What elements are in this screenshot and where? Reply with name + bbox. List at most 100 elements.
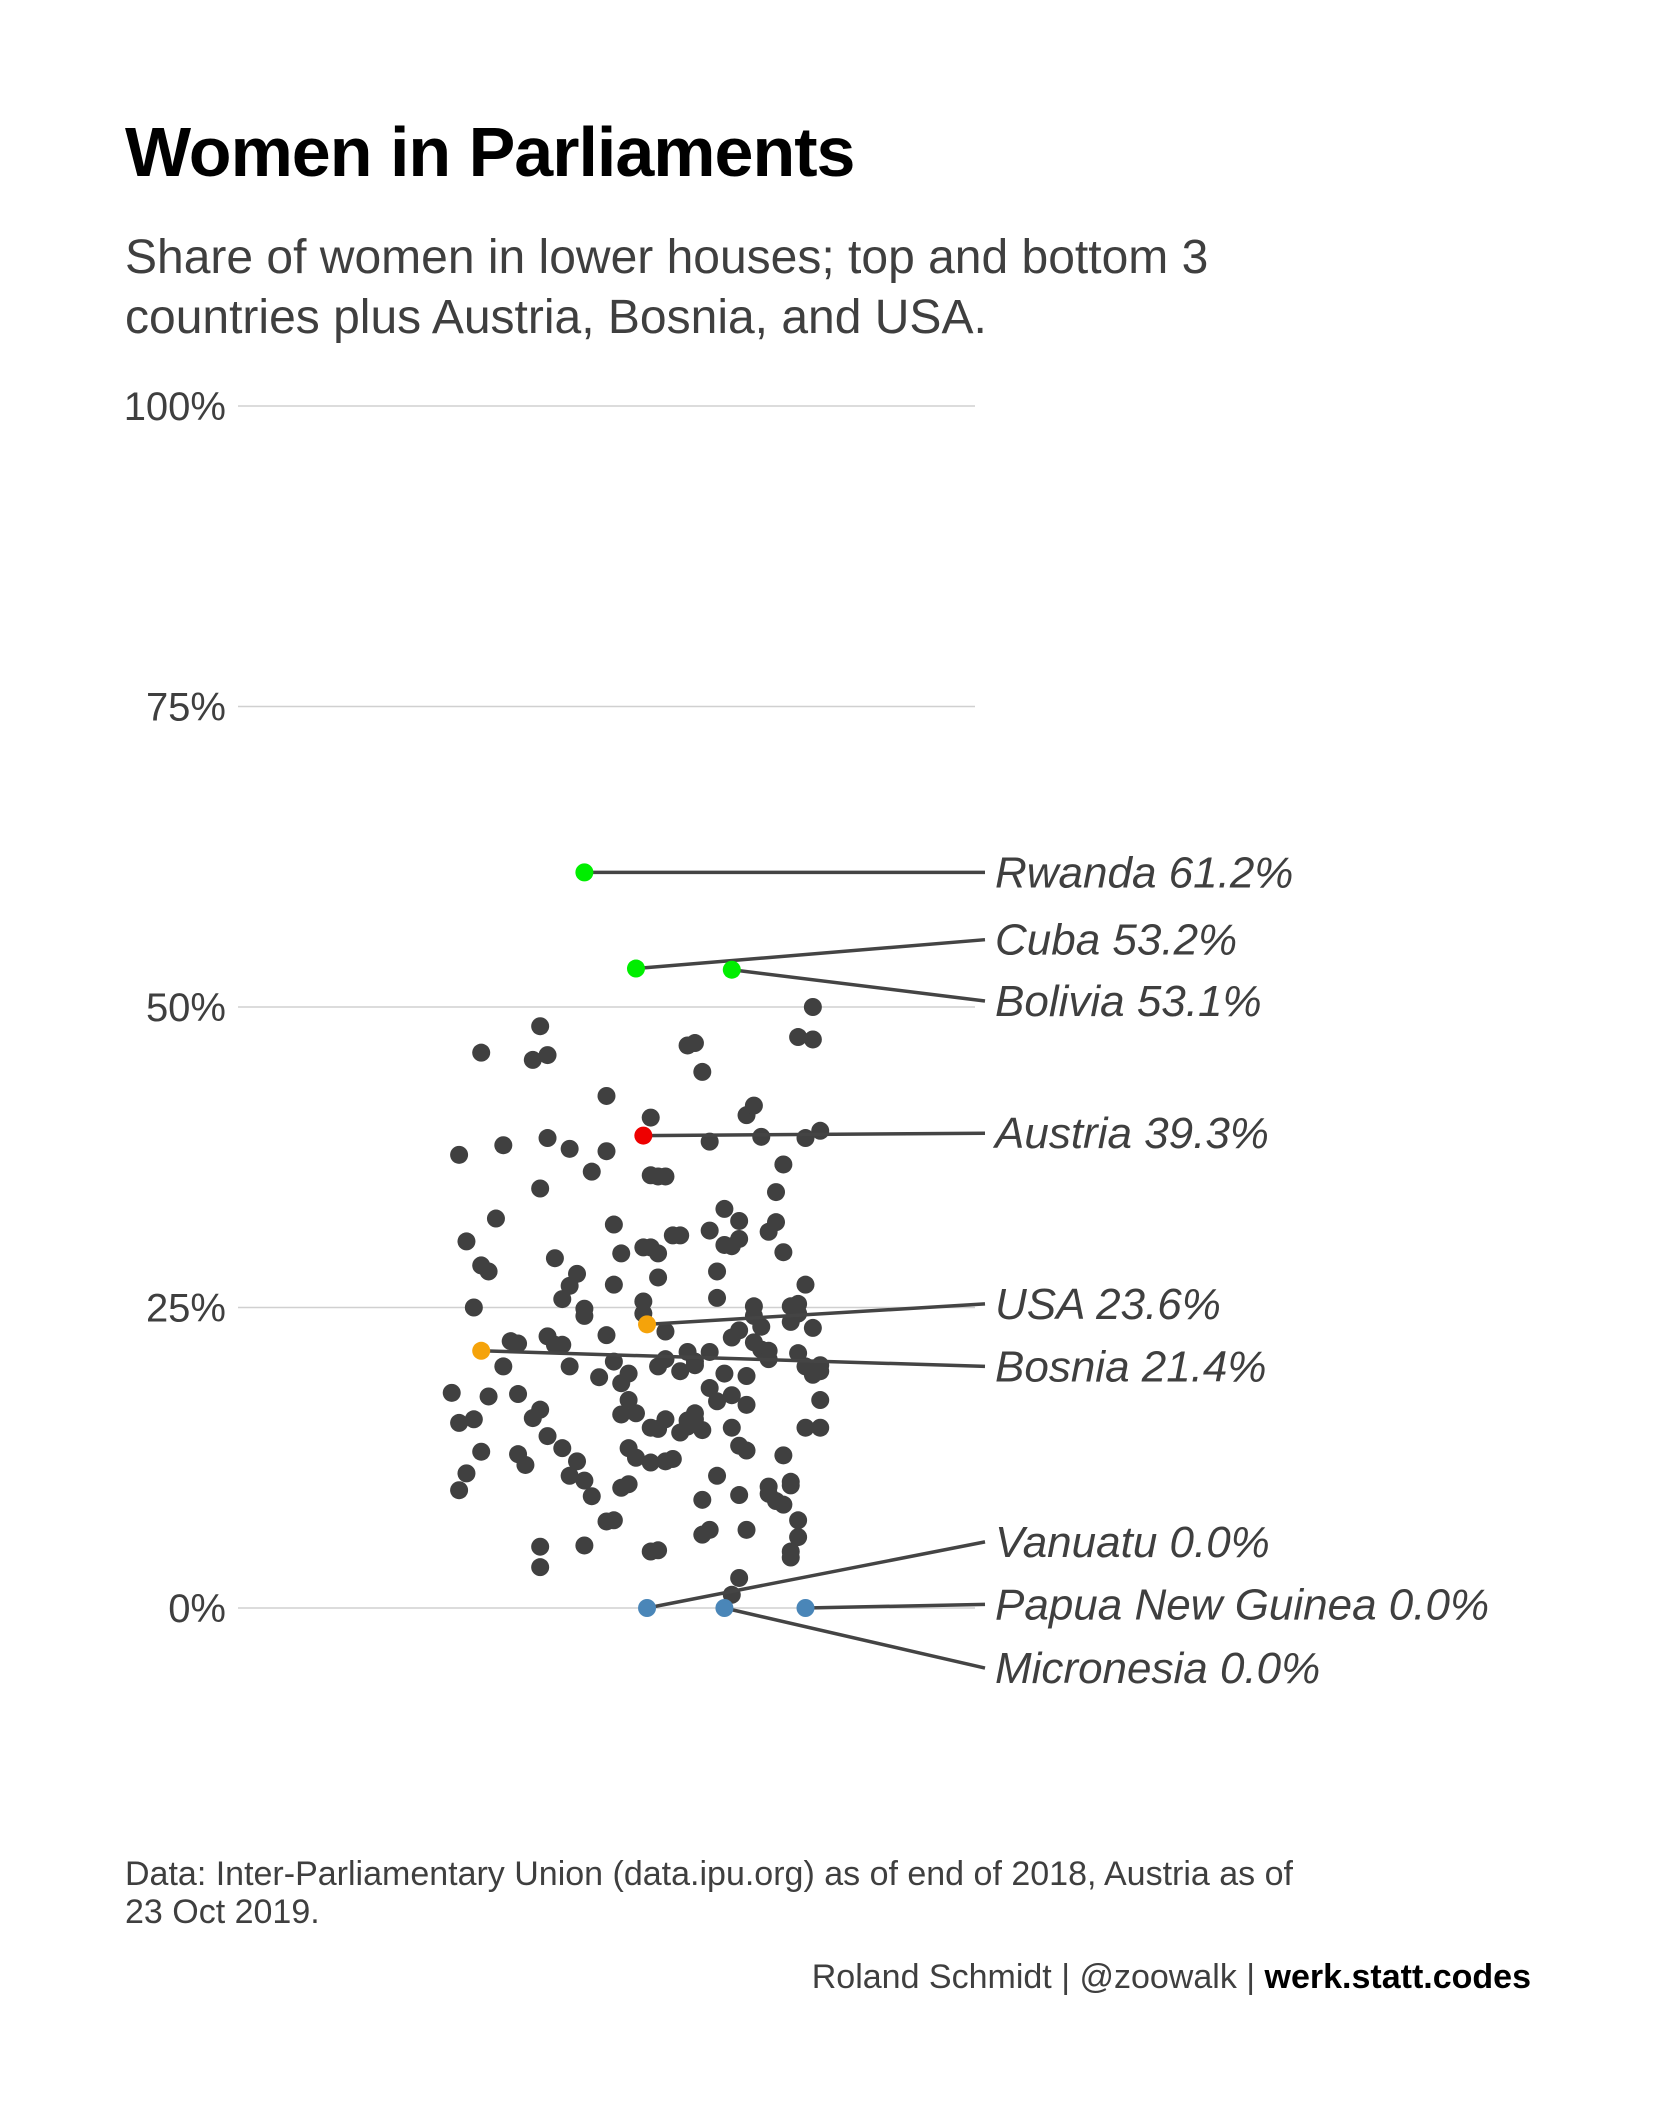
y-tick-label: 0% bbox=[168, 1587, 226, 1631]
highlight-point-austria bbox=[634, 1126, 653, 1145]
country-point bbox=[531, 1537, 550, 1556]
country-point bbox=[649, 1268, 668, 1287]
country-point bbox=[789, 1344, 808, 1363]
dot-plot: 0% 25% 50% 75% 100% Rwanda 61.2% Cuba 53.2% Bo… bbox=[124, 385, 1489, 1693]
country-point bbox=[457, 1232, 476, 1251]
country-point bbox=[730, 1211, 749, 1230]
leader-line bbox=[731, 968, 986, 1003]
country-point bbox=[781, 1476, 800, 1495]
gridlines bbox=[238, 405, 975, 1609]
country-point bbox=[590, 1368, 609, 1387]
y-tick-label: 25% bbox=[146, 1287, 226, 1331]
country-point bbox=[509, 1334, 528, 1353]
country-point bbox=[737, 1395, 756, 1414]
country-point bbox=[700, 1379, 719, 1398]
country-point bbox=[604, 1275, 623, 1294]
country-point bbox=[442, 1383, 461, 1402]
highlighted-points bbox=[472, 863, 815, 1617]
country-point bbox=[803, 1318, 822, 1337]
country-point bbox=[538, 1427, 557, 1446]
country-point bbox=[708, 1288, 727, 1307]
country-point bbox=[671, 1362, 690, 1381]
subtitle-line-1: Share of women in lower houses; top and … bbox=[125, 231, 1209, 284]
country-point bbox=[612, 1405, 631, 1424]
country-point bbox=[523, 1409, 542, 1428]
country-point bbox=[693, 1490, 712, 1509]
country-point bbox=[538, 1129, 557, 1148]
chart-title: Women in Parliaments bbox=[125, 113, 855, 191]
country-point bbox=[619, 1475, 638, 1494]
country-point bbox=[626, 1404, 645, 1423]
country-point bbox=[774, 1243, 793, 1262]
country-point bbox=[553, 1439, 572, 1458]
leader-line bbox=[481, 1349, 986, 1369]
country-labels: Rwanda 61.2% Cuba 53.2% Bolivia 53.1% Austr… bbox=[992, 848, 1489, 1693]
country-point bbox=[700, 1132, 719, 1151]
country-point bbox=[700, 1221, 719, 1240]
country-point bbox=[612, 1244, 631, 1263]
author-site: werk.statt.codes bbox=[1264, 1958, 1531, 1996]
leader-line bbox=[646, 1540, 986, 1610]
country-label: Micronesia 0.0% bbox=[995, 1644, 1320, 1693]
country-point bbox=[722, 1386, 741, 1405]
country-point bbox=[708, 1392, 727, 1411]
country-point bbox=[663, 1226, 682, 1245]
country-point bbox=[531, 1558, 550, 1577]
country-point bbox=[553, 1290, 572, 1309]
country-point bbox=[700, 1520, 719, 1539]
country-label: Austria 39.3% bbox=[992, 1109, 1269, 1158]
country-point bbox=[744, 1096, 763, 1115]
country-point bbox=[730, 1321, 749, 1340]
country-point bbox=[811, 1356, 830, 1375]
country-point bbox=[796, 1418, 815, 1437]
country-point bbox=[582, 1487, 601, 1506]
country-point bbox=[604, 1215, 623, 1234]
subtitle-line-2: countries plus Austria, Bosnia, and USA. bbox=[125, 291, 987, 344]
country-point bbox=[641, 1108, 660, 1127]
country-point bbox=[789, 1511, 808, 1530]
country-point bbox=[531, 1017, 550, 1036]
country-point bbox=[568, 1452, 587, 1471]
y-tick-label: 100% bbox=[124, 385, 226, 429]
country-point bbox=[737, 1520, 756, 1539]
country-point bbox=[708, 1466, 727, 1485]
country-point bbox=[575, 1471, 594, 1490]
country-point bbox=[811, 1391, 830, 1410]
country-point bbox=[575, 1536, 594, 1555]
country-point bbox=[752, 1317, 771, 1336]
country-point bbox=[796, 1275, 815, 1294]
country-point bbox=[685, 1356, 704, 1375]
country-point bbox=[752, 1127, 771, 1146]
highlight-point-vanuatu bbox=[638, 1599, 657, 1617]
country-label: Bosnia 21.4% bbox=[995, 1342, 1267, 1391]
author-byline: Roland Schmidt | @zoowalk | werk.statt.c… bbox=[812, 1958, 1531, 1997]
country-point bbox=[575, 1306, 594, 1325]
country-point bbox=[523, 1050, 542, 1069]
country-point bbox=[464, 1410, 483, 1429]
highlight-point-micronesia bbox=[715, 1599, 734, 1617]
country-point bbox=[472, 1043, 491, 1062]
country-label: Bolivia 53.1% bbox=[995, 977, 1262, 1026]
country-label: Vanuatu 0.0% bbox=[995, 1518, 1270, 1567]
country-point bbox=[538, 1046, 557, 1065]
country-label: Rwanda 61.2% bbox=[995, 848, 1293, 897]
country-point bbox=[767, 1213, 786, 1232]
country-point bbox=[560, 1466, 579, 1485]
country-point bbox=[730, 1229, 749, 1248]
caption-line-2: 23 Oct 2019. bbox=[125, 1893, 320, 1931]
country-point bbox=[811, 1121, 830, 1140]
country-point bbox=[803, 1030, 822, 1049]
country-point bbox=[693, 1421, 712, 1440]
country-point bbox=[479, 1262, 498, 1281]
country-point bbox=[597, 1142, 616, 1161]
leader-line bbox=[805, 1602, 986, 1610]
country-label: Cuba 53.2% bbox=[995, 916, 1237, 965]
country-point bbox=[759, 1477, 778, 1496]
author-name: Roland Schmidt | @zoowalk | bbox=[811, 1958, 1265, 1996]
country-point bbox=[509, 1385, 528, 1404]
country-label: USA 23.6% bbox=[995, 1280, 1221, 1329]
country-point bbox=[722, 1418, 741, 1437]
country-point bbox=[582, 1162, 601, 1181]
country-point bbox=[619, 1391, 638, 1410]
country-point bbox=[737, 1367, 756, 1386]
